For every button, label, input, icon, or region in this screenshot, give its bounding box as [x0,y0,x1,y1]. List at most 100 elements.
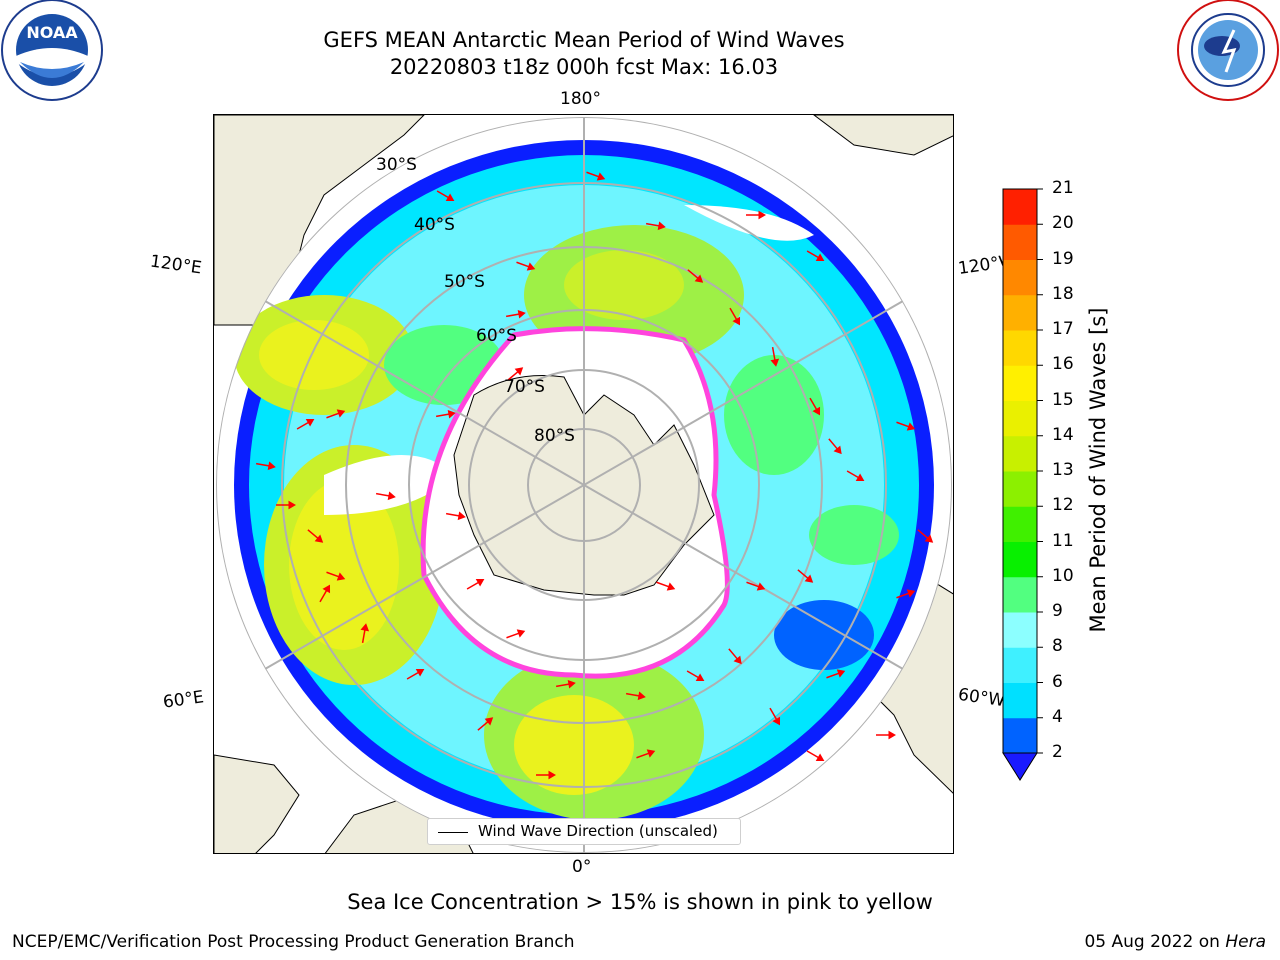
lat-label-40s: 40°S [414,215,455,235]
wind-wave-arrow [555,679,576,689]
svg-text:NOAA: NOAA [26,23,78,42]
wind-wave-arrow [625,691,646,701]
wind-wave-arrow [896,421,916,431]
wind-wave-arrow [769,707,781,726]
wind-wave-arrow [466,578,485,590]
lon-label-bottom: 0° [572,857,592,877]
colorbar-segment [1003,224,1037,260]
colorbar-under-triangle [1002,752,1038,781]
wind-wave-arrow [276,500,296,510]
colorbar-tick-label: 13 [1052,460,1074,480]
colorbar-tick-label: 11 [1052,530,1074,551]
colorbar-tick-label: 12 [1052,495,1074,516]
wind-wave-arrow [296,418,315,430]
wind-wave-arrows [255,171,934,780]
wind-wave-arrow [826,669,846,679]
sea-ice-caption: Sea Ice Concentration > 15% is shown in … [347,890,933,914]
wind-wave-arrow [505,309,526,319]
wind-wave-arrow [896,589,916,599]
wind-wave-arrow [828,438,842,455]
map-panel: 30°S 40°S 50°S 60°S 70°S 80°S Wind Wave … [213,114,954,854]
colorbar-segment [1003,435,1037,472]
colorbar [1002,188,1043,781]
wind-wave-arrow [656,581,676,591]
wind-wave-arrow [536,770,556,780]
colorbar-title: Mean Period of Wind Waves [s] [1086,307,1110,633]
colorbar-segment [1003,294,1037,331]
footer-producer: NCEP/EMC/Verification Post Processing Pr… [12,932,575,952]
wind-wave-arrow [806,750,825,762]
wind-wave-arrow [255,461,276,471]
colorbar-tick-label: 18 [1052,283,1074,304]
colorbar-segment [1003,506,1037,542]
wind-wave-arrow [307,529,324,543]
colorbar-segment [1003,717,1037,754]
colorbar-tick-label: 4 [1052,706,1063,727]
colorbar-segment [1003,330,1037,366]
colorbar-tick-label: 15 [1052,389,1074,410]
wind-wave-arrow [636,749,656,759]
colorbar-segment [1003,400,1037,437]
wind-wave-arrow [686,670,705,682]
wind-wave-arrow [687,269,704,283]
wind-wave-arrow [375,491,396,501]
colorbar-segment [1003,541,1037,578]
wind-wave-arrow [477,717,494,731]
lon-label-lower-left: 60°E [161,687,206,713]
wind-wave-arrow [746,210,766,220]
wind-wave-arrow [435,409,456,419]
lat-label-50s: 50°S [444,272,485,292]
colorbar-tick-label: 20 [1052,213,1074,234]
colorbar-segment [1003,682,1037,719]
polar-map: 30°S 40°S 50°S 60°S 70°S 80°S [214,115,953,853]
wind-wave-arrow [809,397,821,416]
wind-wave-arrow [507,367,524,381]
wind-wave-arrow [445,511,466,521]
footer-machine: Hera [1225,932,1266,952]
wind-wave-arrow [806,250,825,262]
colorbar-segment [1003,189,1037,225]
colorbar-tick-label: 2 [1052,742,1063,762]
wind-wave-arrow [846,470,865,482]
wind-wave-arrow [506,629,526,639]
wind-wave-arrow [797,569,814,583]
colorbar-tick-label: 8 [1052,636,1063,657]
wind-wave-arrow [436,190,455,202]
legend-label: Wind Wave Direction (unscaled) [478,822,718,840]
wind-wave-arrow [406,668,425,680]
legend-line-swatch [438,832,468,833]
chart-subtitle: 20220803 t18z 000h fcst Max: 16.03 [389,55,779,79]
wind-wave-arrow [876,730,896,740]
colorbar-segment [1003,259,1037,296]
wind-wave-arrow [319,584,331,603]
wind-wave-arrow [516,261,536,271]
colorbar-segment [1003,576,1037,613]
wind-wave-arrow [729,307,741,326]
colorbar-tick-label: 10 [1052,565,1074,586]
colorbar-segment [1003,612,1037,648]
lat-label-60s: 60°S [476,326,517,346]
chart-title: GEFS MEAN Antarctic Mean Period of Wind … [323,28,845,52]
colorbar-segment [1003,365,1037,401]
lat-label-30s: 30°S [376,155,417,175]
lon-label-upper-left: 120°E [148,251,203,279]
wind-wave-arrow [728,648,742,665]
colorbar-tick-label: 14 [1052,424,1074,445]
wind-wave-arrow [645,221,666,231]
noaa-logo: NOAA [1,0,103,101]
colorbar-tick-label: 21 [1052,178,1074,198]
colorbar-tick-label: 16 [1052,354,1074,375]
wind-wave-arrow [326,409,346,419]
wind-wave-arrow [586,171,606,181]
colorbar-segments [1003,189,1037,754]
graticule [216,117,952,853]
wind-wave-arrow [326,571,346,581]
national-weather-service-logo [1177,0,1279,101]
wind-wave-arrow [360,623,370,644]
lon-label-top: 180° [560,89,601,109]
colorbar-tick-label: 17 [1052,319,1074,339]
colorbar-segment [1003,471,1037,507]
wind-wave-arrow [917,529,934,543]
colorbar-tick-label: 9 [1052,601,1063,621]
map-legend: Wind Wave Direction (unscaled) [427,818,741,845]
